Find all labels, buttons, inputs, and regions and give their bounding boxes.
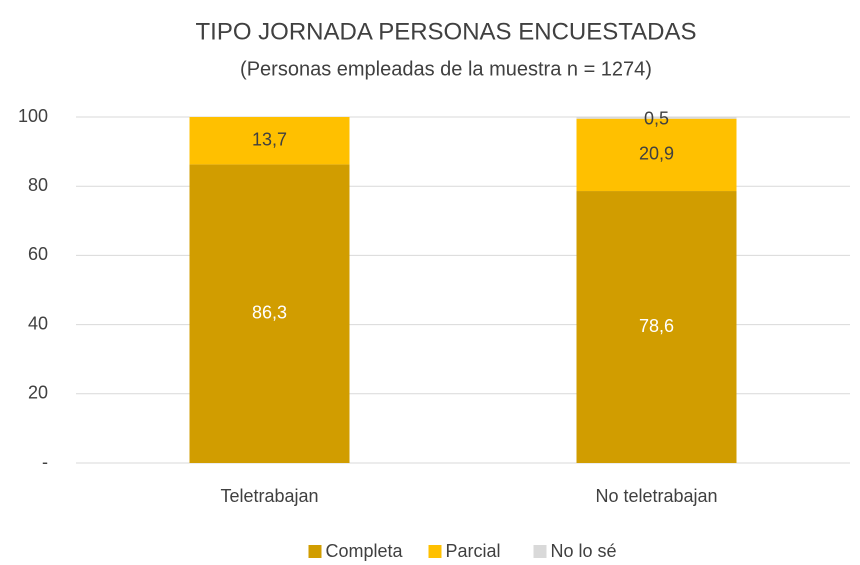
y-tick-label: 20 bbox=[28, 383, 48, 403]
legend-swatch bbox=[308, 545, 322, 558]
bar-segment bbox=[576, 118, 737, 192]
bar-segment bbox=[576, 191, 737, 463]
legend-label: Completa bbox=[326, 541, 404, 561]
legend-swatch bbox=[533, 545, 547, 558]
data-label: 20,9 bbox=[639, 144, 674, 164]
y-tick-label: 40 bbox=[28, 313, 48, 333]
data-label: 86,3 bbox=[252, 302, 287, 322]
bar-segment bbox=[189, 117, 350, 165]
y-tick-label: 80 bbox=[28, 175, 48, 195]
data-label: 0,5 bbox=[644, 109, 669, 129]
chart-title: TIPO JORNADA PERSONAS ENCUESTADAS bbox=[196, 18, 697, 45]
data-label: 78,6 bbox=[639, 316, 674, 336]
y-tick-label: 100 bbox=[18, 106, 48, 126]
bar-segment bbox=[576, 117, 737, 119]
y-tick-label: - bbox=[42, 452, 48, 472]
x-tick-label: No teletrabajan bbox=[595, 486, 717, 506]
y-tick-label: 60 bbox=[28, 244, 48, 264]
bar-segment bbox=[189, 164, 350, 464]
data-label: 13,7 bbox=[252, 129, 287, 149]
legend-label: No lo sé bbox=[551, 541, 617, 561]
legend-swatch bbox=[428, 545, 442, 558]
chart-subtitle: (Personas empleadas de la muestra n = 12… bbox=[240, 58, 652, 80]
legend-label: Parcial bbox=[446, 541, 501, 561]
x-tick-label: Teletrabajan bbox=[220, 486, 318, 506]
